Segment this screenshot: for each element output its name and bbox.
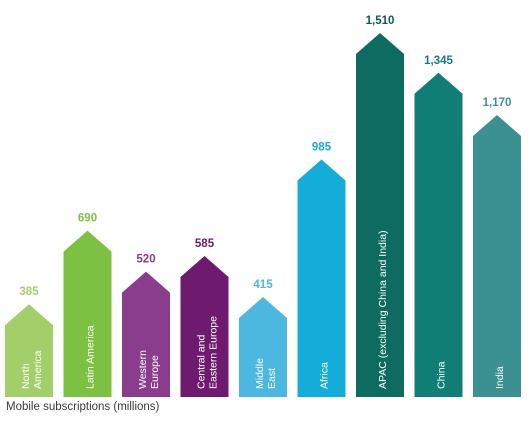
category-label: Central andEastern Europe — [195, 316, 219, 389]
x-axis-caption: Mobile subscriptions (millions) — [6, 401, 160, 413]
bar-group: 985 Africa — [297, 142, 346, 397]
bar — [473, 114, 521, 397]
bar-group: 1,170 India — [473, 97, 521, 397]
bar-group: 1,510 APAC (excluding China and India) — [356, 15, 404, 397]
value-label: 415 — [253, 279, 273, 291]
bar — [356, 33, 404, 397]
bar — [122, 271, 170, 397]
value-label: 690 — [78, 213, 97, 225]
bar-group: 1,345 China — [414, 55, 463, 397]
bar — [297, 159, 346, 397]
bar-group: 385 NorthAmerica — [5, 286, 53, 397]
category-label: China — [435, 361, 447, 389]
value-label: 1,345 — [424, 55, 453, 67]
bar-chart: 385 NorthAmerica 690 Latin America 520 Wester… — [5, 15, 521, 397]
value-label: 385 — [19, 286, 39, 298]
value-label: 985 — [312, 142, 332, 154]
category-label: MiddleEast — [254, 358, 278, 389]
value-label: 585 — [195, 238, 215, 250]
value-label: 1,170 — [483, 97, 512, 109]
bar — [63, 230, 112, 397]
bar — [180, 255, 229, 397]
bar — [5, 304, 53, 397]
category-label: Africa — [318, 362, 330, 389]
value-label: 520 — [136, 254, 155, 266]
bar-group: 415 MiddleEast — [239, 279, 287, 397]
bar-group: 585 Central andEastern Europe — [180, 238, 229, 397]
category-label: NorthAmerica — [20, 350, 44, 389]
value-label: 1,510 — [366, 15, 395, 27]
category-label: APAC (excluding China and India) — [377, 230, 389, 389]
bar-group: 690 Latin America — [63, 213, 112, 397]
bar — [239, 296, 287, 397]
category-label: WesternEurope — [137, 350, 161, 389]
bar — [414, 72, 463, 397]
bar-group: 520 WesternEurope — [122, 254, 170, 397]
category-label: Latin America — [84, 325, 96, 389]
category-label: India — [494, 366, 506, 389]
